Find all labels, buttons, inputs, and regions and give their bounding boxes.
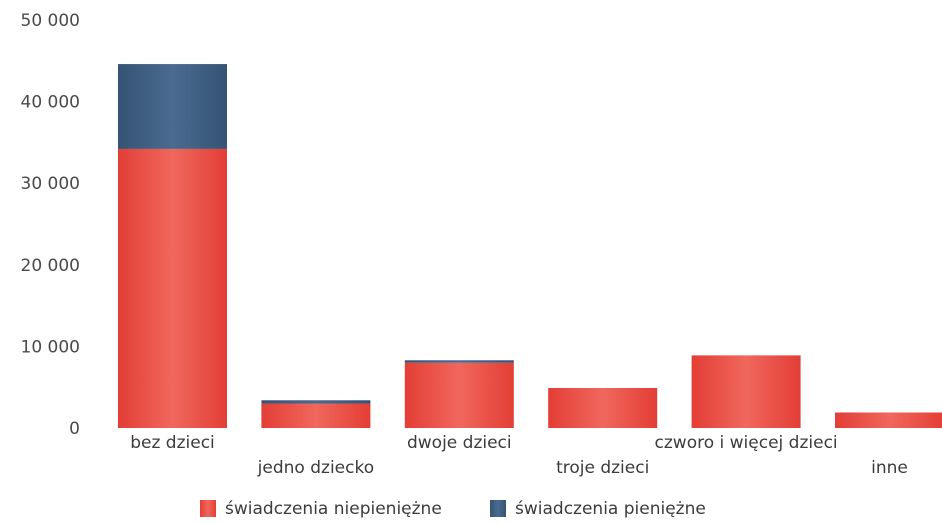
legend: świadczenia niepieniężne świadczenia pien… [200,499,706,519]
category-label: bez dzieci [130,433,215,453]
bar-segment [404,360,514,363]
bars [118,64,942,429]
legend-swatch [200,500,216,517]
bar-segment [691,355,801,428]
legend-swatch [490,500,506,517]
bar-segment [835,412,942,428]
y-axis: 0 10 000 20 000 30 000 40 000 50 000 [21,11,80,439]
bar-segment [118,148,227,429]
y-tick-label: 20 000 [21,256,80,276]
category-label: czworo i więcej dzieci [655,433,838,453]
x-axis: bez dzieci jedno dziecko dwoje dzieci troje… [130,433,908,478]
y-tick-label: 50 000 [21,11,80,31]
legend-label: świadczenia pieniężne [515,499,706,519]
category-label: dwoje dzieci [407,433,512,453]
category-label: inne [871,458,908,478]
category-label: troje dzieci [556,458,649,478]
category-label: jedno dziecko [257,458,374,478]
y-tick-label: 0 [69,419,80,439]
bar-segment [404,362,514,428]
y-tick-label: 40 000 [21,93,80,113]
legend-label: świadczenia niepieniężne [225,499,442,519]
bar-segment [118,64,227,149]
bar-segment [548,388,658,428]
y-tick-label: 30 000 [21,174,80,194]
y-tick-label: 10 000 [21,337,80,357]
bar-segment [261,400,371,404]
bar-segment [261,403,371,428]
